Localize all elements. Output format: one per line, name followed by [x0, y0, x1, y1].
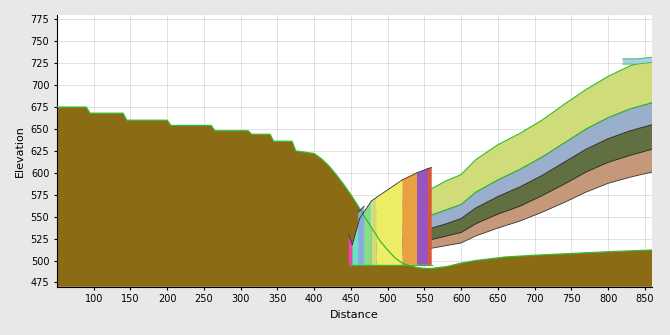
Polygon shape: [417, 169, 428, 265]
Y-axis label: Elevation: Elevation: [15, 125, 25, 177]
X-axis label: Distance: Distance: [330, 310, 379, 320]
Polygon shape: [623, 57, 652, 64]
Polygon shape: [373, 125, 652, 254]
Polygon shape: [373, 103, 652, 245]
Polygon shape: [402, 173, 417, 265]
Polygon shape: [358, 206, 364, 265]
Polygon shape: [57, 107, 652, 287]
Polygon shape: [360, 201, 371, 265]
Polygon shape: [348, 234, 352, 265]
Polygon shape: [352, 218, 360, 265]
Polygon shape: [428, 168, 431, 265]
Polygon shape: [373, 149, 652, 262]
Polygon shape: [373, 59, 652, 234]
Polygon shape: [377, 180, 402, 265]
Polygon shape: [371, 197, 377, 265]
